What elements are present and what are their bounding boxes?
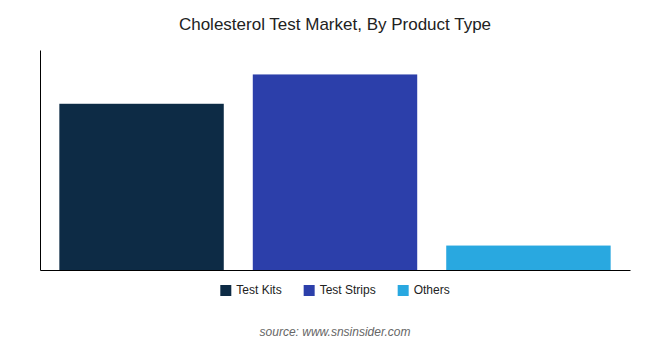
legend-label: Others (414, 283, 450, 297)
annotation: source: www.snsinsider.com (260, 325, 411, 339)
x-axis-line (41, 270, 631, 271)
legend-item: Others (398, 283, 450, 297)
bars (59, 74, 610, 270)
legend-label: Test Kits (236, 283, 281, 297)
y-axis-line (40, 51, 41, 271)
legend-item: Test Strips (304, 283, 376, 297)
plot-area (41, 51, 631, 271)
chart-svg: Cholesterol Test Market, By Product Type… (0, 0, 670, 350)
legend-swatch (398, 285, 409, 296)
bar (253, 74, 417, 270)
bar (446, 246, 610, 270)
y-axis (40, 51, 41, 271)
legend-label: Test Strips (320, 283, 376, 297)
bar (59, 104, 223, 270)
legend: Test Kits Test Strips Others (220, 283, 449, 297)
chart-title: Cholesterol Test Market, By Product Type (179, 15, 491, 34)
legend-swatch (220, 285, 231, 296)
chart-container: Cholesterol Test Market, By Product Type… (0, 0, 670, 350)
legend-item: Test Kits (220, 283, 281, 297)
x-axis (41, 270, 631, 271)
legend-swatch (304, 285, 315, 296)
